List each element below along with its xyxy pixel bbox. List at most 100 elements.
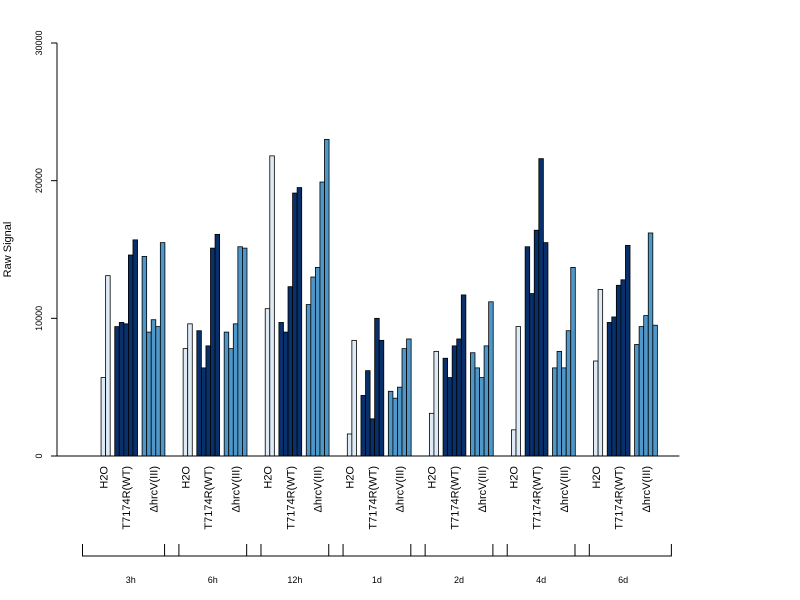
bar <box>314 266 321 457</box>
bar <box>397 386 403 457</box>
bar <box>378 339 385 457</box>
bar <box>114 326 120 457</box>
bar <box>360 395 366 457</box>
bar <box>625 244 631 457</box>
y-tick-label: 0 <box>34 453 44 458</box>
timepoint-label: 12h <box>287 575 302 585</box>
bar <box>159 242 166 457</box>
y-axis-label: Raw Signal <box>2 222 14 278</box>
bar <box>242 247 248 457</box>
bar <box>428 412 435 457</box>
bar <box>479 377 485 457</box>
bar <box>392 397 398 457</box>
timepoint-label: 3h <box>126 575 136 585</box>
treatment-label: T7174R(WT) <box>532 466 544 530</box>
treatment-label: H2O <box>427 466 439 489</box>
bar <box>237 246 243 457</box>
bar <box>100 377 107 457</box>
bar <box>292 192 298 457</box>
bar <box>228 348 234 457</box>
bar <box>606 322 613 457</box>
bar <box>615 284 622 457</box>
bar <box>319 181 325 457</box>
bar <box>488 301 494 457</box>
bar <box>118 322 125 457</box>
treatment-label: H2O <box>591 466 603 489</box>
treatment-label: H2O <box>180 466 192 489</box>
bar <box>643 315 649 457</box>
timepoint-bracket <box>492 544 590 557</box>
bar <box>146 331 152 457</box>
bar <box>105 275 111 457</box>
bar <box>351 339 357 457</box>
bar <box>552 367 558 457</box>
timepoint-label: 6h <box>208 575 218 585</box>
bar <box>442 357 449 457</box>
bar <box>593 360 599 457</box>
bar <box>128 254 134 457</box>
bar <box>205 345 211 457</box>
bar <box>529 293 535 457</box>
bar <box>634 344 640 457</box>
treatment-label: ΔhrcV(III) <box>149 466 161 512</box>
bar <box>210 247 216 457</box>
bar <box>365 370 371 457</box>
bar <box>387 390 394 457</box>
treatment-label: ΔhrcV(III) <box>231 466 243 512</box>
bar <box>401 348 407 457</box>
treatment-labels: H2O T7174R(WT) ΔhrcV(III) H2O T7174R(WT) Δhrc… <box>98 466 653 530</box>
treatment-label: H2O <box>263 466 275 489</box>
timepoint-label: 1d <box>372 575 382 585</box>
y-tick-label: 20000 <box>34 168 44 193</box>
timepoint-bracket <box>410 544 508 557</box>
bar <box>447 377 453 457</box>
bar <box>456 338 462 457</box>
treatment-label: ΔhrcV(III) <box>395 466 407 512</box>
bar <box>324 138 330 457</box>
bar <box>287 286 293 457</box>
y-axis: 0 10000 20000 30000 <box>34 30 58 459</box>
bar <box>283 331 289 457</box>
bar <box>150 319 157 457</box>
bar <box>123 323 129 457</box>
bar <box>132 239 138 457</box>
treatment-label: ΔhrcV(III) <box>559 466 571 512</box>
bar <box>611 316 617 457</box>
treatment-label: H2O <box>98 466 110 489</box>
y-tick-label: 30000 <box>34 30 44 55</box>
timepoint-label: 2d <box>454 575 464 585</box>
bar <box>597 289 604 457</box>
bar <box>305 304 312 457</box>
bar <box>451 345 458 457</box>
bar <box>561 367 567 457</box>
bar <box>542 242 549 457</box>
timepoint-bracket <box>328 544 426 557</box>
bar <box>310 276 316 457</box>
treatment-label: ΔhrcV(III) <box>313 466 325 512</box>
bar <box>538 158 544 457</box>
bar <box>264 308 271 457</box>
bar <box>460 294 467 457</box>
timepoint-label: 6d <box>618 575 628 585</box>
bar <box>196 330 202 457</box>
bar <box>232 323 239 457</box>
treatment-label: T7174R(WT) <box>367 466 379 530</box>
treatment-label: ΔhrcV(III) <box>477 466 489 512</box>
treatment-label: T7174R(WT) <box>285 466 297 530</box>
timepoint-brackets: 3h 6h 12h 1d 2d 4d 6d <box>82 544 672 585</box>
bar <box>182 348 189 457</box>
bar <box>155 326 161 457</box>
timepoint-label: 4d <box>536 575 546 585</box>
bar <box>565 330 572 457</box>
treatment-label: T7174R(WT) <box>203 466 215 530</box>
bar <box>533 229 540 457</box>
bar <box>369 418 376 457</box>
bar <box>652 324 658 457</box>
treatment-label: ΔhrcV(III) <box>641 466 653 512</box>
bar <box>223 331 230 457</box>
bar <box>570 266 576 457</box>
bar <box>647 232 654 457</box>
bars <box>100 138 658 457</box>
bar <box>374 317 380 457</box>
bar <box>269 155 275 457</box>
